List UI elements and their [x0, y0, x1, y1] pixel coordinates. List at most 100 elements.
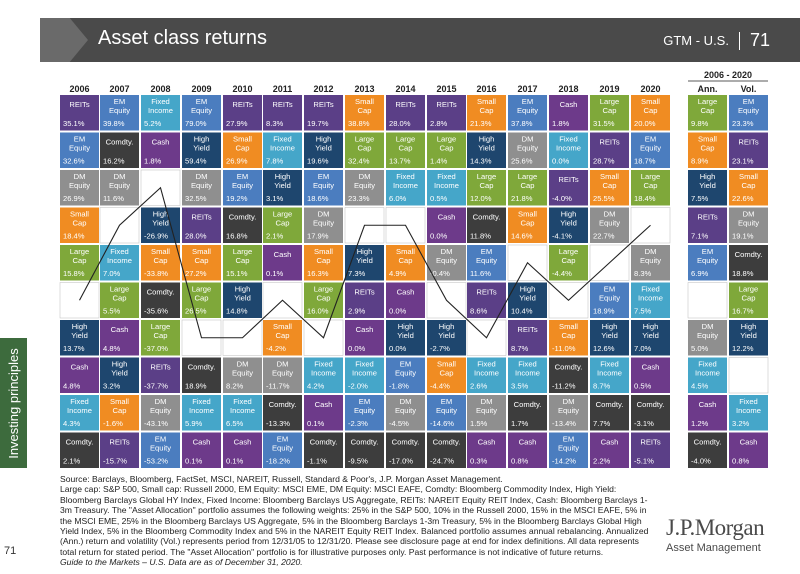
cell-label: Income: [556, 144, 581, 153]
cell-value: 14.3%: [470, 157, 492, 166]
cell-value: 6.9%: [691, 269, 709, 278]
cell-value: 79.0%: [185, 119, 207, 128]
cell-label: Equity: [517, 106, 538, 115]
cell-value: 18.9%: [593, 307, 615, 316]
cell-value: -25.4%: [144, 194, 168, 203]
cell-label: Income: [638, 294, 663, 303]
cell-value: -4.5%: [389, 419, 409, 428]
cell-label: Cash: [111, 325, 129, 334]
table-cell: [427, 395, 466, 431]
table-cell: [467, 432, 506, 468]
cell-label: EM: [114, 97, 125, 106]
table-cell: [304, 132, 343, 168]
cell-label: Cap: [154, 256, 168, 265]
table-cell: [100, 282, 139, 318]
cell-label: Large: [477, 172, 496, 181]
table-cell: [182, 207, 221, 243]
cell-label: Fixed: [151, 97, 170, 106]
cell-label: Cash: [740, 438, 758, 447]
cell-value: 5.2%: [389, 232, 407, 241]
footnote-guide: Guide to the Markets – U.S. Data are as …: [60, 557, 303, 568]
cell-value: 18.7%: [634, 157, 656, 166]
cell-label: DM: [196, 172, 208, 181]
cell-value: -0.7%: [266, 307, 286, 316]
cell-label: High: [275, 172, 291, 181]
cell-label: Cash: [356, 325, 374, 334]
cell-label: Cap: [236, 256, 250, 265]
cell-label: Large: [396, 135, 415, 144]
cell-label: Alloc.: [314, 331, 333, 340]
cell-value: 25.5%: [593, 194, 615, 203]
cell-label: DM: [237, 360, 249, 369]
cell-value: 7.5%: [691, 194, 709, 203]
table-cell: [263, 132, 302, 168]
cell-label: Yield: [560, 219, 577, 228]
header-right: GTM - U.S. 71: [663, 30, 770, 51]
cell-label: Income: [515, 369, 540, 378]
table-cell: [100, 170, 139, 206]
table-cell: [100, 95, 139, 131]
cell-value: -14.6%: [430, 419, 454, 428]
cell-label: DM: [400, 397, 412, 406]
cell-label: Cap: [644, 106, 658, 115]
cell-value: 27.2%: [185, 269, 207, 278]
cell-label: Large: [192, 285, 211, 294]
cell-label: DM: [522, 135, 534, 144]
cell-value: -0.4%: [430, 269, 450, 278]
cell-label: Comdty.: [694, 438, 722, 447]
table-cell: [508, 95, 547, 131]
cell-label: Equity: [517, 144, 538, 153]
cell-label: Asset: [641, 210, 661, 219]
cell-label: Cap: [701, 144, 715, 153]
cell-label: EM: [196, 97, 207, 106]
column-header: 2007: [109, 84, 129, 94]
cell-label: Cap: [358, 144, 372, 153]
table-cell: [549, 245, 588, 281]
table-cell: [631, 245, 670, 281]
table-cell: [508, 395, 547, 431]
cell-value: 10.6%: [634, 232, 656, 241]
cell-label: High: [194, 135, 210, 144]
cell-label: Fixed: [396, 172, 415, 181]
table-cell: [223, 432, 262, 468]
table-cell: [687, 282, 728, 319]
cell-label: Asset: [600, 247, 620, 256]
cell-label: DM: [74, 172, 86, 181]
cell-label: Equity: [191, 106, 212, 115]
cell-value: 18.9%: [185, 382, 207, 391]
cell-label: Alloc.: [396, 219, 415, 228]
cell-value: 12.6%: [593, 344, 615, 353]
cell-value: 19.7%: [307, 119, 329, 128]
cell-value: 0.0%: [552, 157, 570, 166]
cell-value: 32.6%: [63, 157, 85, 166]
table-cell: [508, 170, 547, 206]
cell-label: Asset: [437, 285, 457, 294]
cell-value: 0.0%: [389, 307, 407, 316]
cell-value: 0.8%: [511, 457, 529, 466]
cell-label: Comdty.: [310, 438, 338, 447]
cell-label: Comdty.: [269, 400, 297, 409]
cell-value: 0.3%: [470, 457, 488, 466]
cell-value: -1.1%: [307, 457, 327, 466]
cell-label: High: [72, 322, 88, 331]
cell-label: Cap: [562, 256, 576, 265]
table-cell: [508, 132, 547, 168]
period-header: 2006 - 2020: [704, 70, 752, 80]
table-cell: [100, 395, 139, 431]
cell-label: Yield: [478, 144, 495, 153]
table-cell: [508, 357, 547, 393]
cell-label: Asset: [355, 210, 375, 219]
table-cell: [631, 320, 670, 356]
cell-label: Large: [641, 172, 660, 181]
cell-label: REITs: [738, 138, 758, 147]
table-cell: [345, 245, 384, 281]
cell-value: -26.9%: [144, 232, 168, 241]
cell-label: EM: [481, 247, 492, 256]
cell-label: EM: [155, 435, 166, 444]
cell-value: 19.2%: [226, 194, 248, 203]
cell-label: Comdty.: [596, 400, 624, 409]
cell-value: 5.9%: [185, 419, 203, 428]
cell-value: 20.0%: [634, 119, 656, 128]
table-cell: [100, 357, 139, 393]
cell-label: REITs: [395, 100, 415, 109]
